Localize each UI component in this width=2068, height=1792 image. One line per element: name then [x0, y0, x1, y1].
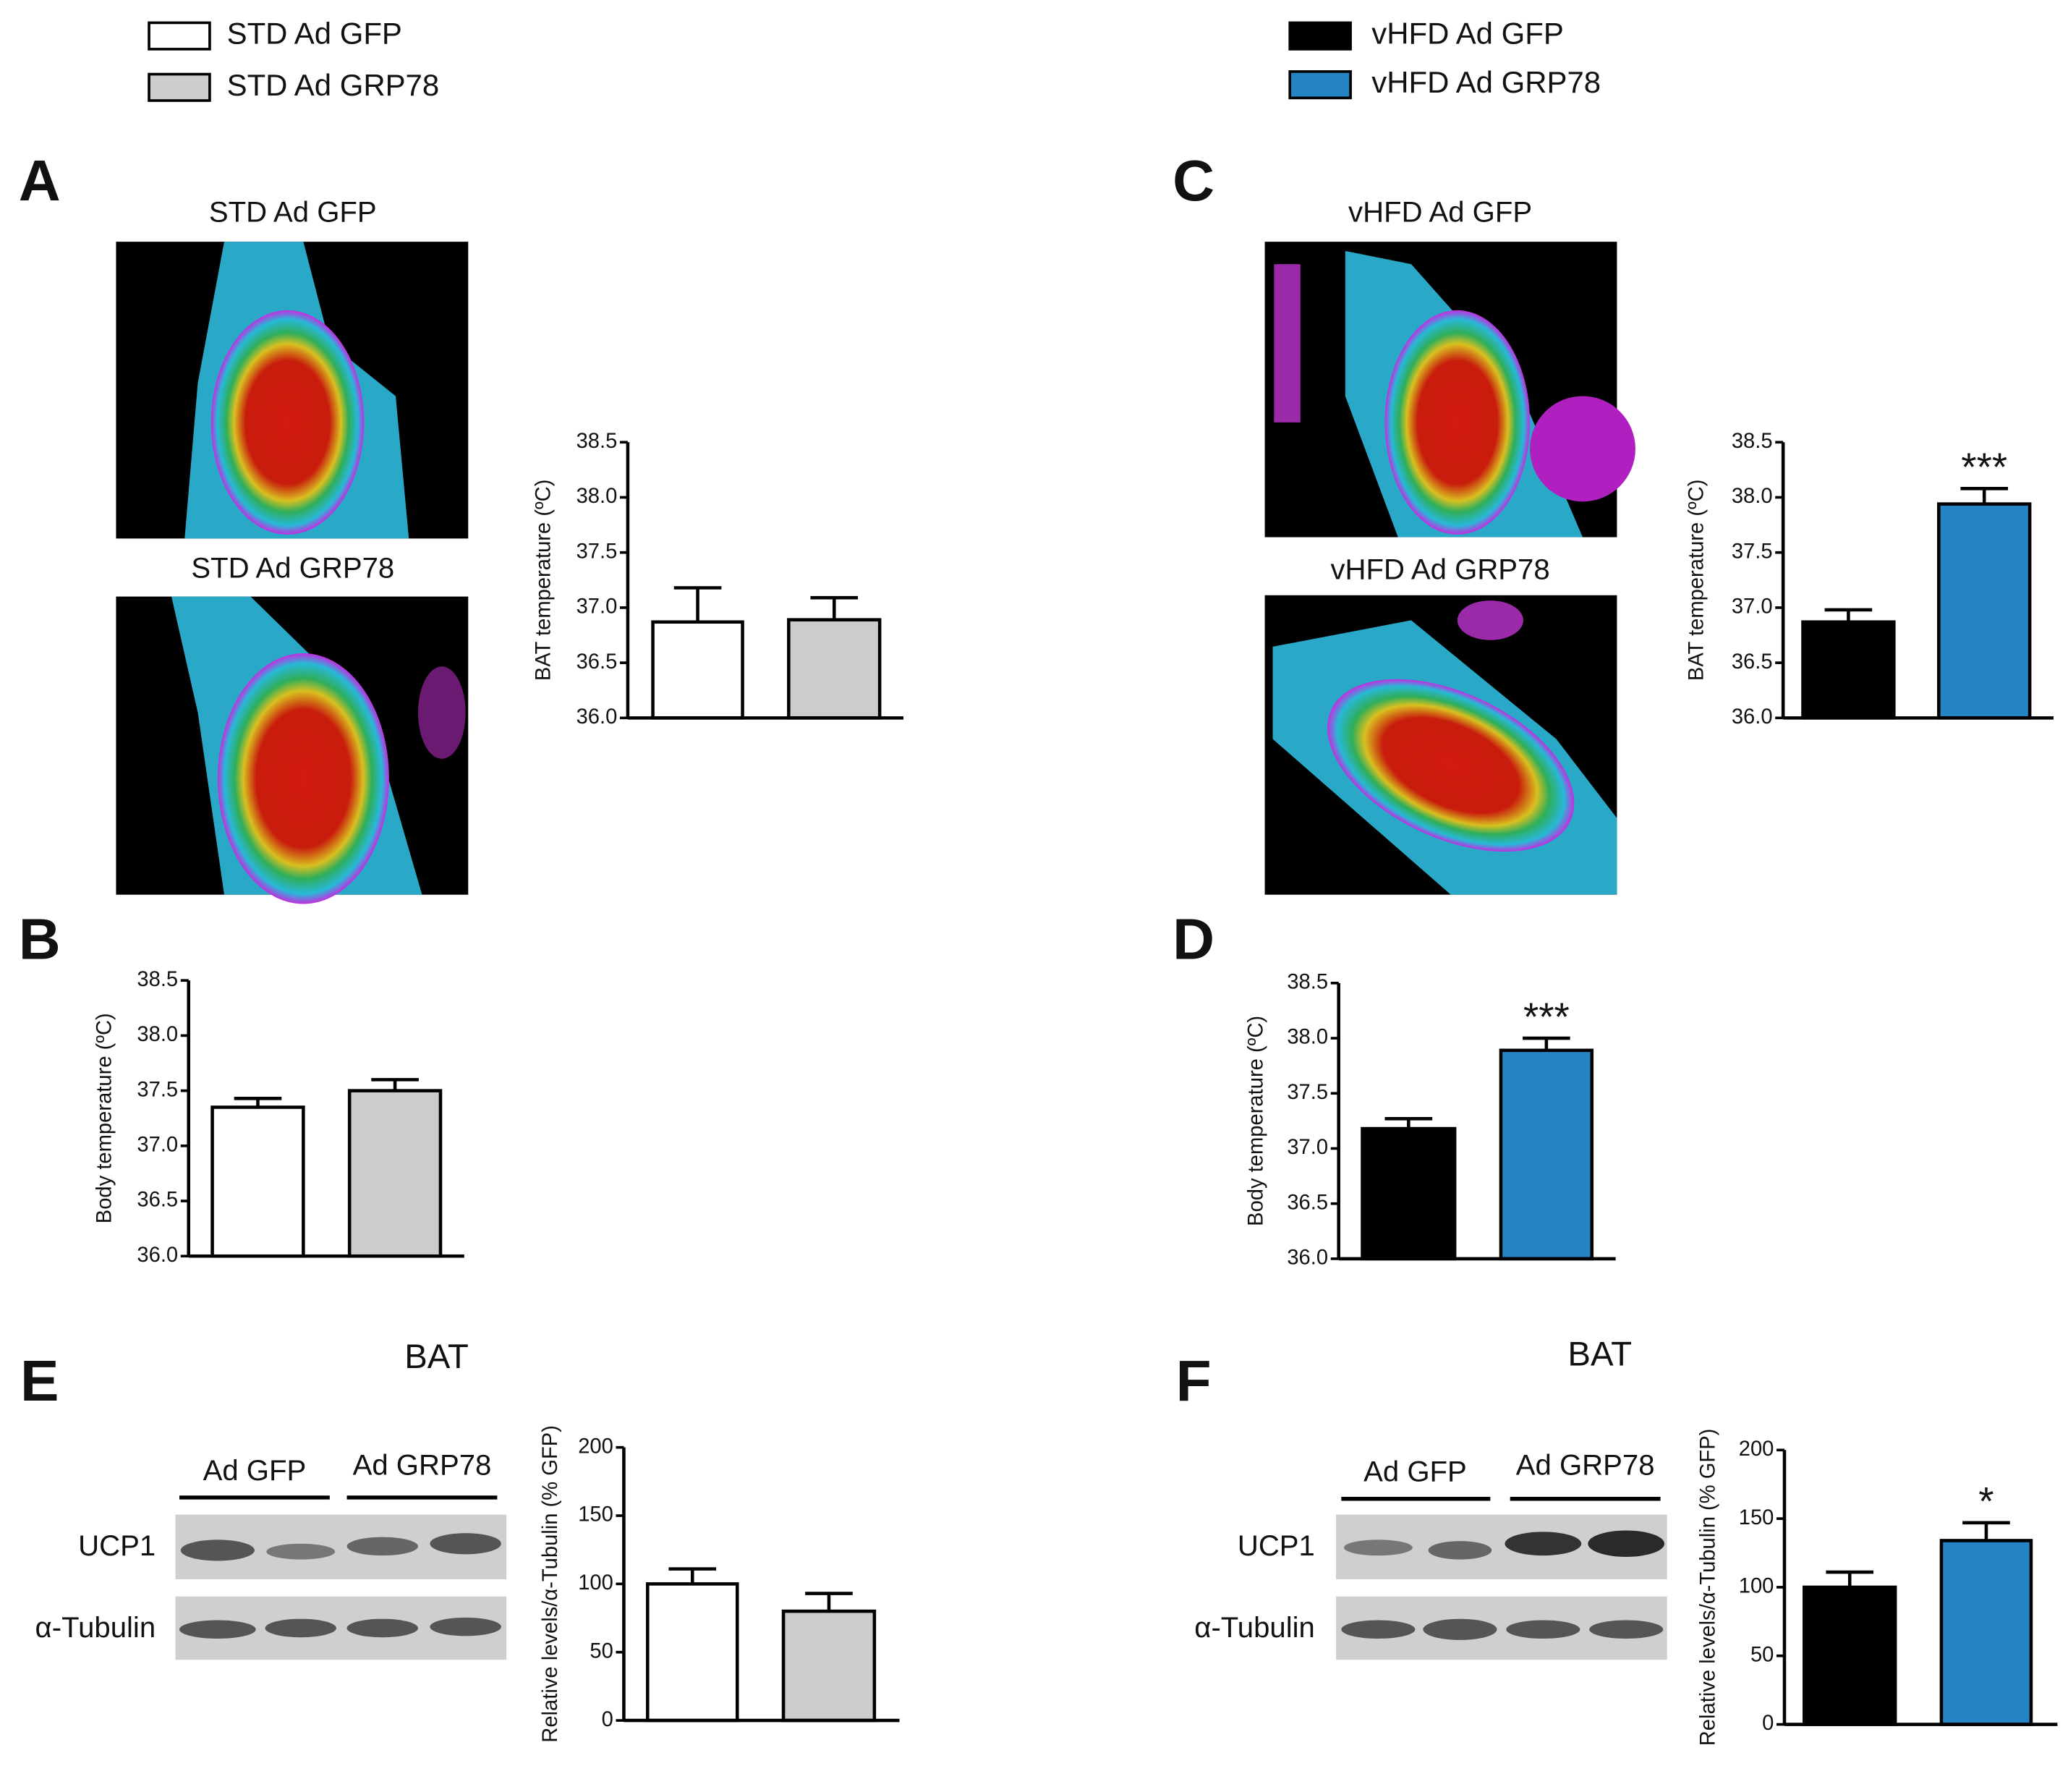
western-blot [1336, 1514, 1667, 1660]
y-axis-label: Relative levels/α-Tubulin (% GFP) [1697, 1429, 1720, 1746]
image-caption: STD Ad GRP78 [191, 553, 394, 585]
y-tick-label: 37.5 [576, 540, 618, 563]
blot-group-label: Ad GRP78 [1516, 1450, 1655, 1482]
y-tick-label: 0 [1762, 1712, 1774, 1735]
blot-group-label: Ad GFP [203, 1455, 307, 1487]
y-tick-label: 150 [1739, 1506, 1774, 1529]
panel-label: D [1173, 906, 1214, 971]
y-tick-label: 38.5 [1732, 430, 1773, 453]
significance-label: *** [1523, 994, 1570, 1039]
y-tick-label: 36.0 [576, 705, 618, 729]
legend-label: vHFD Ad GRP78 [1371, 65, 1601, 99]
blot-group-label: Ad GRP78 [353, 1450, 492, 1482]
legend-swatch [1288, 70, 1352, 100]
legend-label: STD Ad GFP [227, 17, 402, 51]
bar-chart: 36.0 36.5 37.0 37.5 38.0 38.5 BAT temperature … [532, 430, 903, 729]
legend-label: STD Ad GRP78 [227, 68, 440, 102]
bar [1499, 1048, 1594, 1261]
y-tick-label: 100 [1739, 1575, 1774, 1598]
y-tick-label: 50 [590, 1639, 613, 1663]
western-blot [175, 1514, 507, 1660]
y-axis-label: Body temperature (ºC) [93, 1013, 116, 1223]
y-axis-label: Body temperature (ºC) [1244, 1016, 1267, 1226]
y-tick-label: 38.0 [1287, 1026, 1328, 1049]
blot-row-label: α-Tubulin [35, 1612, 156, 1644]
y-tick-label: 36.0 [1287, 1247, 1328, 1270]
bar [210, 1105, 305, 1258]
y-tick-label: 37.0 [1732, 595, 1773, 619]
y-tick-label: 38.0 [1732, 485, 1773, 508]
y-axis-label: BAT temperature (ºC) [532, 480, 556, 681]
panel-label: E [20, 1348, 59, 1413]
y-tick-label: 50 [1750, 1643, 1774, 1666]
y-axis-label: Relative levels/α-Tubulin (% GFP) [539, 1425, 562, 1743]
y-tick-label: 37.0 [137, 1134, 178, 1157]
blot-row-label: UCP1 [1238, 1530, 1315, 1562]
y-tick-label: 37.0 [1287, 1136, 1328, 1159]
image-caption: STD Ad GFP [209, 196, 377, 228]
blot-title: BAT [404, 1338, 469, 1376]
blot-row-label: UCP1 [78, 1530, 156, 1562]
bar-chart: 36.0 36.5 37.0 37.5 38.0 38.5 Body temperature… [93, 968, 464, 1267]
legend-swatch [1288, 21, 1352, 51]
y-tick-label: 36.5 [1732, 650, 1773, 674]
y-tick-label: 38.5 [1287, 971, 1328, 994]
significance-label: * [1978, 1479, 1993, 1524]
bar-chart: 36.0 36.5 37.0 37.5 38.0 38.5 BAT temperature … [1685, 430, 2054, 729]
bar [645, 1582, 739, 1723]
thermal-image [1264, 595, 1617, 895]
significance-label: *** [1961, 444, 2007, 489]
y-tick-label: 36.5 [137, 1189, 178, 1212]
y-tick-label: 38.5 [576, 430, 618, 453]
bar [1939, 1539, 2033, 1726]
y-tick-label: 200 [578, 1435, 613, 1458]
thermal-image [116, 242, 469, 539]
bar [347, 1089, 443, 1258]
bar [1803, 1585, 1897, 1726]
y-tick-label: 37.5 [1287, 1081, 1328, 1104]
y-tick-label: 100 [578, 1571, 613, 1594]
legend-swatch [148, 72, 211, 102]
y-tick-label: 200 [1739, 1438, 1774, 1461]
y-tick-label: 37.0 [576, 595, 618, 619]
legend-label: vHFD Ad GFP [1371, 17, 1564, 51]
panel-label: A [19, 148, 61, 213]
image-caption: vHFD Ad GRP78 [1331, 554, 1550, 586]
y-tick-label: 38.0 [576, 485, 618, 508]
y-axis-label: BAT temperature (ºC) [1685, 480, 1708, 681]
blot-title: BAT [1567, 1335, 1632, 1373]
panel-label: C [1173, 148, 1214, 213]
bar [651, 620, 744, 720]
panel-label: B [19, 906, 61, 971]
bar [1937, 502, 2032, 720]
y-tick-label: 38.0 [137, 1023, 178, 1046]
y-tick-label: 38.5 [137, 968, 178, 991]
y-tick-label: 36.0 [1732, 705, 1773, 729]
y-tick-label: 36.5 [1287, 1191, 1328, 1214]
bar [781, 1609, 877, 1723]
blot-row-label: α-Tubulin [1194, 1612, 1315, 1644]
y-tick-label: 150 [578, 1503, 613, 1526]
image-caption: vHFD Ad GFP [1348, 196, 1532, 228]
thermal-image [1264, 242, 1635, 538]
y-tick-label: 36.0 [137, 1244, 178, 1267]
y-tick-label: 37.5 [1732, 540, 1773, 563]
blot-group-label: Ad GFP [1363, 1456, 1467, 1488]
bar [1801, 620, 1896, 720]
bar-chart: 0 50 100 150 200 Relative levels/α-Tubulin (%… [1697, 1429, 2058, 1746]
bar-chart: 36.0 36.5 37.0 37.5 38.0 38.5 Body temperature… [1244, 971, 1616, 1270]
bar [1361, 1126, 1457, 1261]
panel-label: F [1176, 1348, 1212, 1413]
y-tick-label: 37.5 [137, 1078, 178, 1101]
bar [787, 618, 882, 720]
legend-swatch [148, 21, 211, 51]
thermal-image [116, 596, 469, 904]
y-tick-label: 36.5 [576, 650, 618, 674]
bar-chart: 0 50 100 150 200 Relative levels/α-Tubulin (%… [539, 1425, 900, 1743]
y-tick-label: 0 [602, 1708, 613, 1731]
